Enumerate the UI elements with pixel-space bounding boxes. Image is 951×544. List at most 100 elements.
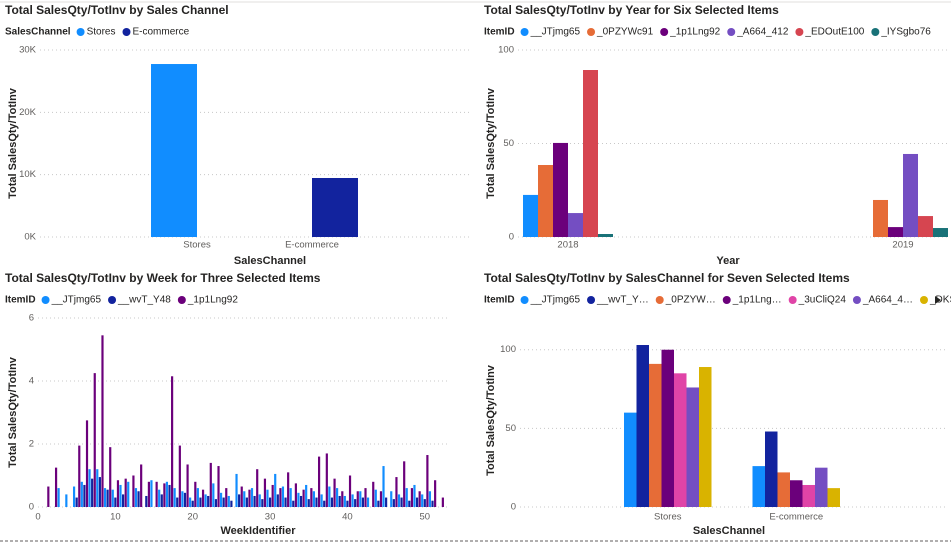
- bar: [196, 488, 199, 507]
- legend-label: _1p1Lng92: [187, 295, 238, 306]
- x-tick-label: 20: [187, 512, 198, 523]
- bar: [258, 494, 261, 507]
- bar: [250, 488, 254, 507]
- bar: [163, 483, 166, 507]
- bar: [315, 497, 318, 507]
- bar: [191, 500, 194, 507]
- bar: [173, 488, 176, 507]
- bar: [815, 467, 828, 507]
- bar: [372, 481, 375, 507]
- bar: [124, 478, 127, 507]
- legend-label: E-commerce: [133, 27, 190, 38]
- bar: [441, 497, 444, 507]
- bar: [348, 475, 352, 507]
- bar: [147, 481, 150, 507]
- bar: [116, 480, 120, 507]
- y-tick-label: 50: [503, 138, 514, 149]
- bar: [91, 478, 94, 507]
- bar: [132, 475, 135, 507]
- bar: [209, 462, 212, 507]
- bar: [320, 494, 323, 507]
- bar: [323, 500, 326, 507]
- bar: [338, 495, 341, 507]
- bar: [207, 495, 210, 507]
- bar: [351, 494, 354, 507]
- bar: [271, 484, 274, 507]
- bar: [240, 486, 243, 507]
- bar: [385, 497, 388, 507]
- bar: [235, 473, 238, 507]
- bar: [333, 478, 336, 507]
- bar: [423, 499, 426, 507]
- bar: [364, 488, 367, 507]
- bar: [359, 491, 362, 507]
- bar: [150, 480, 153, 507]
- legend-label: _IYSgbo76: [880, 27, 931, 38]
- bar: [194, 481, 197, 507]
- y-tick-label: 6: [29, 313, 34, 324]
- x-tick-label: 50: [420, 512, 431, 523]
- bar: [294, 483, 297, 507]
- bar: [93, 373, 96, 507]
- bar: [127, 481, 130, 507]
- bar: [302, 489, 305, 507]
- bar: [219, 492, 223, 507]
- legend-scroll-arrow[interactable]: [935, 296, 941, 304]
- bar: [408, 500, 411, 507]
- bar: [392, 499, 395, 507]
- legend-label: _0PZYWc91: [596, 27, 654, 38]
- legend-label: __JTjmg65: [51, 295, 102, 306]
- bar: [253, 495, 256, 507]
- bar: [212, 483, 215, 507]
- bar: [397, 494, 401, 507]
- y-tick-label: 100: [500, 344, 516, 355]
- bar: [101, 335, 104, 507]
- bar: [431, 500, 434, 507]
- bar: [366, 497, 370, 507]
- bar: [276, 494, 279, 507]
- bar: [181, 491, 184, 507]
- bar: [165, 481, 169, 507]
- bar: [405, 488, 408, 507]
- bar: [268, 497, 272, 507]
- bar: [114, 497, 117, 507]
- bar: [428, 491, 432, 507]
- bar: [661, 349, 674, 507]
- legend-marker: [177, 296, 186, 304]
- bar: [183, 492, 187, 507]
- legend-marker: [871, 28, 880, 36]
- x-tick-label: Stores: [183, 240, 211, 251]
- legend-title: SalesChannel: [5, 27, 71, 38]
- bar: [297, 492, 300, 507]
- bar: [98, 477, 101, 507]
- bar: [307, 499, 310, 507]
- bar: [225, 488, 228, 507]
- bar: [699, 367, 712, 507]
- x-axis-title: SalesChannel: [693, 525, 765, 537]
- bar: [88, 469, 91, 507]
- bar: [413, 484, 416, 507]
- bar: [57, 488, 60, 507]
- legend-marker: [76, 28, 85, 36]
- bar: [377, 500, 380, 507]
- legend-marker: [587, 296, 596, 304]
- bar: [54, 467, 58, 507]
- bar: [106, 489, 109, 507]
- bar: [85, 420, 89, 507]
- bar: [361, 497, 364, 507]
- y-axis-title: Total SalesQty/TotInv: [7, 87, 19, 199]
- bar: [65, 494, 68, 507]
- legend-marker: [520, 28, 529, 36]
- bar: [568, 213, 583, 237]
- bar: [103, 488, 107, 507]
- bar: [204, 494, 207, 507]
- bar: [299, 495, 303, 507]
- bar: [328, 486, 331, 507]
- bar: [201, 489, 205, 507]
- bar: [374, 489, 377, 507]
- chart-title: Total SalesQty/TotInv by Sales Channel: [5, 3, 229, 17]
- bar: [553, 142, 568, 237]
- bar: [346, 500, 349, 507]
- bar: [390, 491, 393, 507]
- bar: [227, 495, 230, 507]
